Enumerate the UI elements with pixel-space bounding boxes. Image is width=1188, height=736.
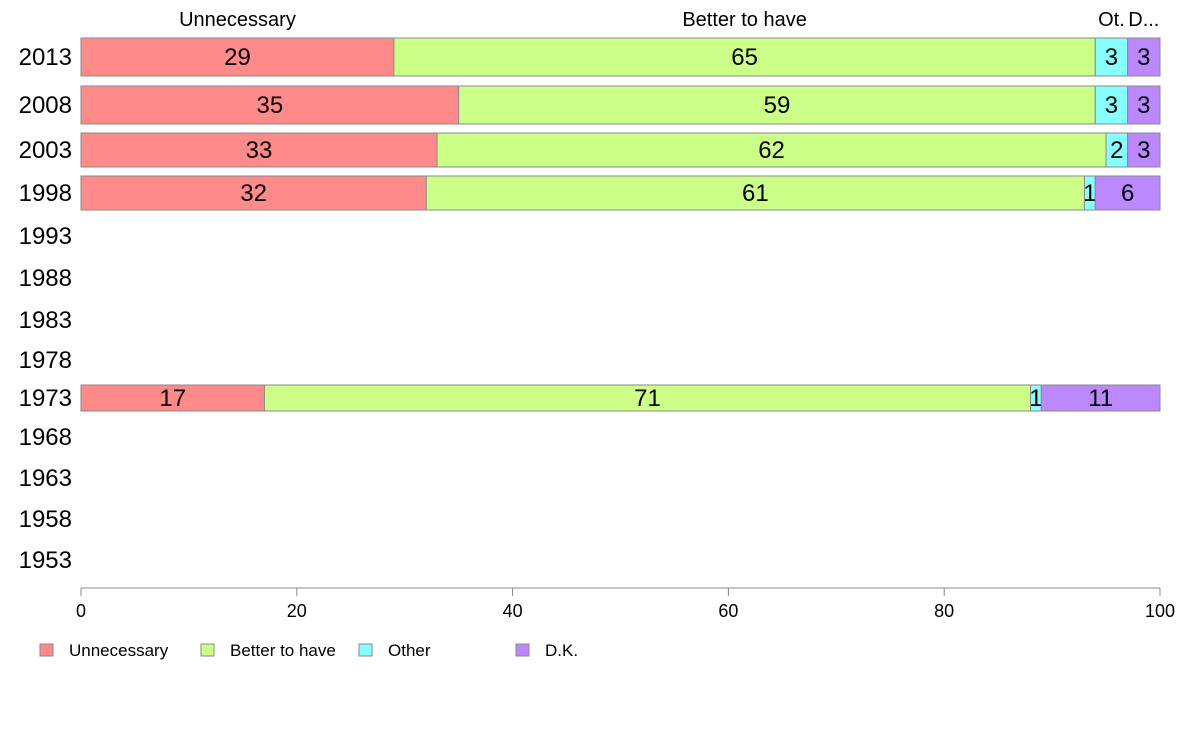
year-label-2003: 2003	[19, 137, 72, 164]
bar-1998-better-to-have	[425, 175, 1085, 211]
bar-2013-unnecessary	[80, 37, 395, 77]
value-label: 3	[1105, 44, 1118, 71]
bar-2003-d-k-	[1127, 132, 1161, 168]
bar-2008-unnecessary	[80, 85, 460, 125]
value-label: 1	[1083, 180, 1096, 207]
year-label-1978: 1978	[19, 347, 72, 374]
value-label: 3	[1137, 137, 1150, 164]
value-label: 29	[224, 44, 251, 71]
value-label: 61	[742, 180, 769, 207]
x-tick-label-20: 20	[287, 601, 307, 621]
value-label: 1	[1029, 385, 1042, 412]
bar-1998-unnecessary	[80, 175, 427, 211]
legend-swatch-1	[200, 643, 215, 657]
top-label-1: Better to have	[682, 9, 807, 31]
x-tick-label-80: 80	[934, 601, 954, 621]
legend-label-2: Other	[388, 641, 431, 660]
value-label: 32	[240, 180, 267, 207]
year-label-2008: 2008	[19, 92, 72, 119]
value-label: 2	[1110, 137, 1123, 164]
legend-swatch-0	[39, 643, 54, 657]
year-label-1963: 1963	[19, 465, 72, 492]
bar-1973-better-to-have	[263, 384, 1032, 412]
year-label-1968: 1968	[19, 424, 72, 451]
bar-2013-better-to-have	[393, 37, 1096, 77]
bar-2008-other	[1094, 85, 1129, 125]
value-label: 65	[731, 44, 758, 71]
year-label-2013: 2013	[19, 44, 72, 71]
bar-2013-other	[1094, 37, 1129, 77]
legend-label-0: Unnecessary	[69, 641, 169, 660]
value-label: 6	[1121, 180, 1134, 207]
value-label: 71	[634, 385, 661, 412]
year-label-1973: 1973	[19, 385, 72, 412]
bar-2013-d-k-	[1127, 37, 1161, 77]
bar-2003-unnecessary	[80, 132, 438, 168]
value-label: 59	[764, 92, 791, 119]
legend-swatch-2	[358, 643, 373, 657]
x-tick-label-40: 40	[503, 601, 523, 621]
legend-label-1: Better to have	[230, 641, 336, 660]
value-label: 3	[1137, 44, 1150, 71]
value-label: 3	[1105, 92, 1118, 119]
value-label: 3	[1137, 92, 1150, 119]
bar-2008-better-to-have	[458, 85, 1096, 125]
year-label-1983: 1983	[19, 307, 72, 334]
value-label: 62	[758, 137, 785, 164]
x-tick-label-60: 60	[718, 601, 738, 621]
year-label-1953: 1953	[19, 547, 72, 574]
value-label: 33	[246, 137, 273, 164]
x-tick-label-100: 100	[1145, 601, 1175, 621]
bar-2008-d-k-	[1127, 85, 1161, 125]
top-label-2: Ot.	[1098, 9, 1125, 31]
year-label-1958: 1958	[19, 506, 72, 533]
year-label-1993: 1993	[19, 223, 72, 250]
top-label-0: Unnecessary	[179, 9, 296, 31]
legend-label-3: D.K.	[545, 641, 578, 660]
legend-swatch-3	[515, 643, 530, 657]
bar-1973-d-k-	[1040, 384, 1161, 412]
value-label: 35	[256, 92, 283, 119]
bar-1998-d-k-	[1094, 175, 1161, 211]
year-label-1998: 1998	[19, 180, 72, 207]
year-label-1988: 1988	[19, 265, 72, 292]
bar-2003-better-to-have	[436, 132, 1107, 168]
value-label: 11	[1088, 385, 1113, 412]
value-label: 17	[159, 385, 186, 412]
x-tick-label-0: 0	[76, 601, 86, 621]
top-label-3: D...	[1128, 9, 1159, 31]
